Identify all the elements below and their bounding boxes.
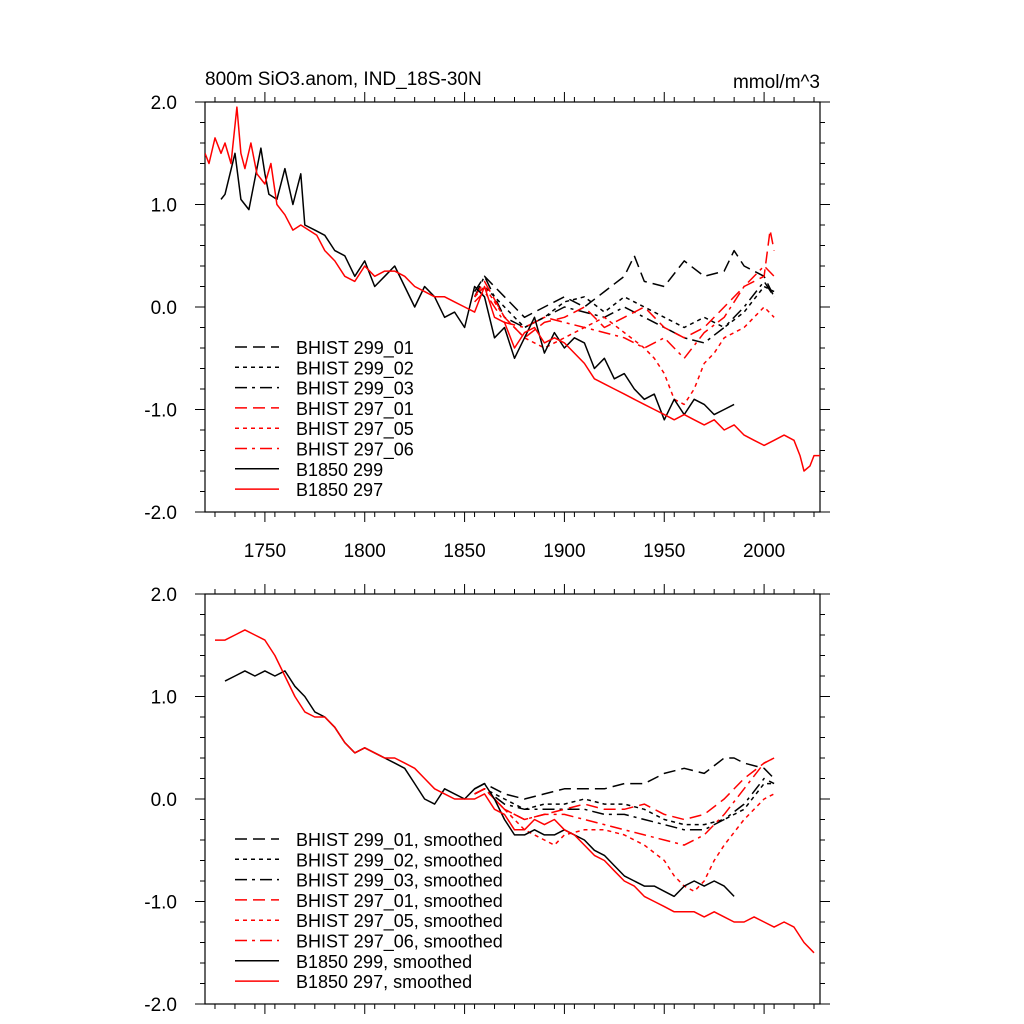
legend-label: BHIST 297_01 — [296, 399, 414, 420]
x-tick-label: 1950 — [643, 541, 685, 562]
legend-label: BHIST 297_05 — [296, 419, 414, 440]
y-tick-label: -2.0 — [144, 503, 177, 524]
x-tick-label: 1750 — [244, 541, 286, 562]
y-tick-label: -2.0 — [144, 995, 177, 1016]
series-line — [473, 249, 775, 319]
y-tick-label: 0.0 — [151, 298, 177, 319]
series-line — [474, 757, 775, 846]
legend-label: BHIST 297_05, smoothed — [296, 911, 503, 932]
units-label: mmol/m^3 — [733, 72, 820, 93]
y-tick-label: 0.0 — [151, 790, 177, 811]
series-group — [205, 106, 820, 472]
legend-label: BHIST 299_02, smoothed — [296, 850, 503, 871]
series-line — [205, 106, 820, 472]
y-tick-label: 2.0 — [151, 585, 177, 606]
x-tick-label: 2000 — [743, 541, 785, 562]
x-tick-label: 1900 — [543, 541, 585, 562]
legend-label: B1850 299 — [296, 460, 383, 480]
chart-title: 800m SiO3.anom, IND_18S-30N — [205, 69, 482, 90]
legend-label: BHIST 297_06 — [296, 440, 414, 461]
series-group — [215, 629, 815, 954]
series-line — [474, 777, 775, 831]
series-line — [474, 265, 775, 360]
top-panel: 800m SiO3.anom, IND_18S-30N mmol/m^3 175… — [144, 69, 830, 562]
y-tick-label: 2.0 — [151, 93, 177, 114]
series-line — [474, 757, 775, 821]
series-line — [224, 670, 735, 898]
legend-label: BHIST 299_01, smoothed — [296, 830, 503, 851]
y-tick-label: 1.0 — [151, 196, 177, 217]
legend-label: BHIST 297_06, smoothed — [296, 932, 503, 953]
legend-label: BHIST 299_03, smoothed — [296, 871, 503, 892]
series-line — [474, 757, 775, 800]
x-tick-label: 1850 — [443, 541, 485, 562]
x-tick-label: 1800 — [344, 541, 386, 562]
legend-label: B1850 299, smoothed — [296, 952, 472, 972]
legend-label: B1850 297, smoothed — [296, 972, 472, 992]
legend-label: BHIST 299_02 — [296, 358, 414, 379]
series-line — [474, 285, 775, 406]
series-line — [215, 629, 815, 954]
series-line — [474, 788, 775, 893]
y-tick-label: -1.0 — [144, 401, 177, 422]
y-tick-label: -1.0 — [144, 893, 177, 914]
legend-label: B1850 297 — [296, 480, 383, 500]
legend-label: BHIST 297_01, smoothed — [296, 891, 503, 912]
y-tick-label: 1.0 — [151, 688, 177, 709]
series-line — [473, 229, 775, 339]
legend-label: BHIST 299_03 — [296, 379, 414, 400]
series-line — [474, 285, 775, 329]
series-line — [473, 275, 775, 344]
series-line — [474, 782, 775, 826]
series-line — [220, 147, 735, 421]
legend-label: BHIST 299_01 — [296, 338, 414, 359]
